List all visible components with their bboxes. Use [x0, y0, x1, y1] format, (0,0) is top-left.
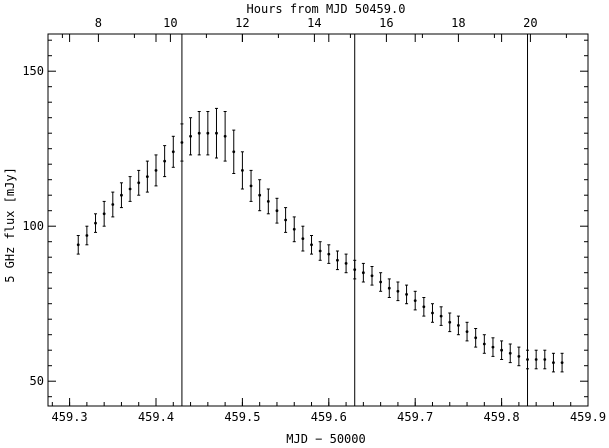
data-point [154, 169, 158, 172]
top-tick-label: 20 [523, 16, 537, 30]
data-point [120, 193, 123, 197]
data-point [223, 134, 227, 138]
x-tick-label: 459.3 [52, 410, 88, 424]
data-point [361, 271, 365, 275]
data-point [327, 252, 331, 256]
data-point [353, 268, 357, 271]
data-point [370, 274, 374, 278]
data-point [482, 342, 486, 346]
data-point [448, 320, 452, 324]
data-point [111, 203, 115, 206]
data-point [310, 243, 313, 247]
data-point [474, 336, 478, 340]
top-tick-label: 18 [451, 16, 465, 30]
data-point [163, 159, 167, 163]
data-point [206, 131, 210, 135]
data-point [526, 358, 529, 361]
data-point [171, 150, 175, 154]
x-tick-label: 459.8 [484, 410, 520, 424]
axis-ticks: 459.3 459.4 459.5 459.6 459.7 459.8 459.9 8 10 12… [22, 16, 606, 424]
data-point [292, 227, 296, 231]
data-point [552, 361, 555, 364]
data-point [137, 181, 141, 185]
x-axis-title: MJD − 50000 [286, 432, 365, 446]
data-point [249, 184, 253, 188]
data-point [431, 311, 434, 315]
data-point [284, 218, 287, 222]
y-tick-label: 50 [30, 374, 44, 388]
x-tick-label: 459.7 [397, 410, 433, 424]
data-point [517, 355, 521, 358]
data-point [76, 243, 80, 247]
top-tick-label: 16 [379, 16, 393, 30]
data-point [543, 358, 547, 361]
data-point [344, 262, 348, 265]
data-point [457, 324, 460, 327]
y-axis-title: 5 GHz flux [mJy] [3, 167, 17, 283]
x-tick-label: 459.6 [311, 410, 347, 424]
data-point [405, 293, 408, 296]
data-point [508, 351, 512, 355]
x-tick-label: 459.4 [138, 410, 174, 424]
data-point [102, 212, 106, 216]
y-tick-label: 150 [22, 64, 44, 78]
data-point [387, 286, 391, 290]
data-point [145, 175, 149, 179]
data-point [180, 141, 184, 144]
data-point [94, 221, 97, 225]
data-point [396, 289, 400, 293]
top-tick-label: 8 [95, 16, 102, 30]
top-tick-label: 10 [163, 16, 177, 30]
data-point [491, 345, 495, 349]
data-point [266, 200, 270, 203]
data-point [336, 258, 339, 262]
data-point [301, 237, 305, 241]
data-point [85, 234, 89, 237]
data-point [241, 169, 244, 172]
data-point [500, 348, 503, 352]
data-point [215, 131, 218, 135]
top-tick-label: 12 [235, 16, 249, 30]
data-point [465, 330, 469, 333]
data-points [76, 107, 564, 373]
data-point [379, 280, 383, 284]
plot-frame-rect [47, 33, 589, 407]
data-point [439, 314, 443, 318]
top-tick-label: 14 [307, 16, 321, 30]
data-point [318, 249, 322, 253]
data-point [197, 131, 201, 135]
data-point [189, 134, 192, 138]
data-point [413, 299, 417, 302]
data-point [534, 358, 538, 361]
x-tick-label: 459.9 [570, 410, 606, 424]
data-point [275, 209, 279, 213]
data-point [422, 305, 426, 309]
data-point [232, 150, 236, 154]
data-point [560, 361, 564, 364]
data-point [258, 193, 262, 197]
y-tick-label: 100 [22, 219, 44, 233]
data-point [128, 187, 132, 191]
plot-frame [47, 33, 589, 407]
top-axis-title: Hours from MJD 50459.0 [247, 2, 406, 16]
vertical-markers [181, 34, 529, 406]
x-tick-label: 459.5 [224, 410, 260, 424]
